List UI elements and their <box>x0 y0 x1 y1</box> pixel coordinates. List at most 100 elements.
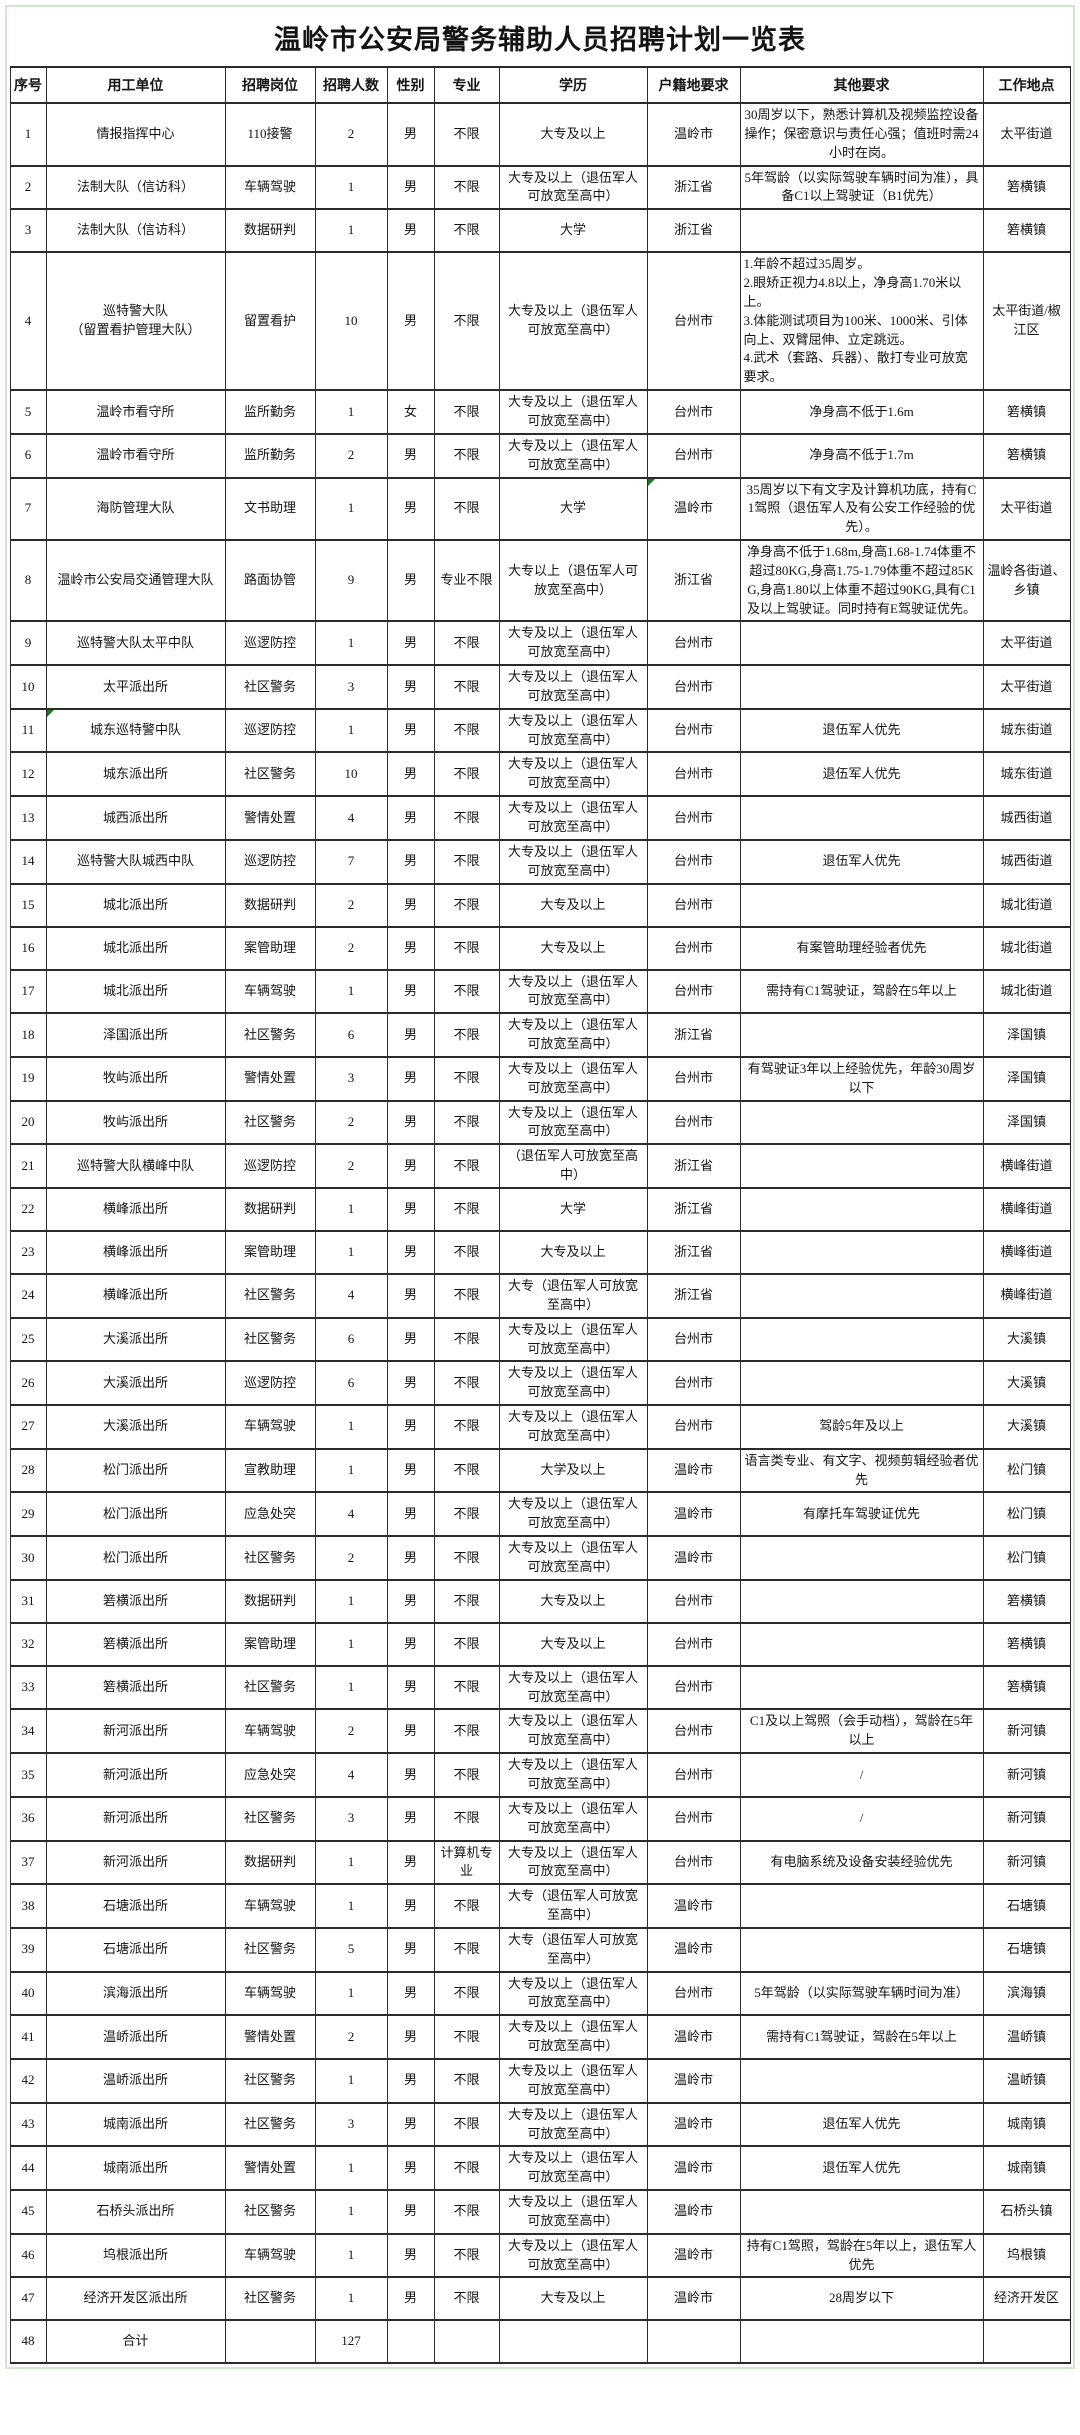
cell-count: 1 <box>314 1970 388 2017</box>
cell-location: 大溪镇 <box>982 1404 1071 1450</box>
cell-unit: 箬横派出所 <box>45 1664 226 1711</box>
cell-gender: 男 <box>386 1447 435 1494</box>
cell-location: 箬横镇 <box>982 432 1071 479</box>
cell-major: 不限 <box>433 1664 500 1711</box>
table-row: 35 新河派出所 应急处突 4 男不限 大专及以上（退伍军人可放宽至高中） 台州市 / 新河镇 <box>9 1752 1071 1798</box>
cell-count: 1 <box>314 1839 388 1886</box>
cell-unit: 巡特警大队横峰中队 <box>45 1143 226 1189</box>
cell-no: 16 <box>9 925 47 971</box>
cell-requirements <box>739 795 984 841</box>
cell-education: 大专及以上（退伍军人可放宽至高中） <box>498 1404 648 1450</box>
cell-gender: 男 <box>386 1272 435 1319</box>
cell-position: 车辆驾驶 <box>224 1970 316 2017</box>
cell-location: 泽国镇 <box>982 1099 1071 1146</box>
cell-requirements: 有电脑系统及设备安装经验优先 <box>739 1839 984 1886</box>
cell-requirements: 净身高不低于1.7m <box>739 432 984 479</box>
cell-education: 大学 <box>498 1186 648 1232</box>
cell-position: 警情处置 <box>224 2145 316 2192</box>
cell-no: 20 <box>9 1099 47 1146</box>
cell-gender: 男 <box>386 2057 435 2104</box>
table-row: 21 巡特警大队横峰中队 巡逻防控 2 男不限 （退伍军人可放宽至高中） 浙江省 横峰街道 <box>9 1143 1071 1189</box>
cell-household: 浙江省 <box>646 1229 741 1275</box>
cell-major: 不限 <box>433 1404 500 1450</box>
cell-requirements: 1.年龄不超过35周岁。 2.眼矫正视力4.8以上，净身高1.70米以上。 3.… <box>739 251 984 392</box>
cell-education: 大专及以上（退伍军人可放宽至高中） <box>498 2189 648 2235</box>
cell-unit: 城东巡特警中队 <box>45 707 226 754</box>
cell-location: 太平街道 <box>982 620 1071 667</box>
cell-requirements <box>739 1012 984 1058</box>
cell-household: 台州市 <box>646 795 741 841</box>
cell-no: 4 <box>9 251 47 392</box>
cell-unit: 箬横派出所 <box>45 1621 226 1667</box>
cell-major: 不限 <box>433 432 500 479</box>
cell-education: 大专及以上 <box>498 1621 648 1667</box>
table-row: 14 巡特警大队城西中队 巡逻防控 7 男不限 大专及以上（退伍军人可放宽至高中） 台州市退… <box>9 838 1071 885</box>
table-row: 2 法制大队（信访科） 车辆驾驶 1 男不限 大专及以上（退伍军人可放宽至高中） 浙江省 5年… <box>9 164 1071 211</box>
cell-requirements: 30周岁以下，熟悉计算机及视频监控设备操作；保密意识与责任心强；值班时需24小时… <box>739 102 984 167</box>
table-row: 46 坞根派出所 车辆驾驶 1 男不限 大专及以上（退伍军人可放宽至高中） 温岭市 持有C1驾… <box>9 2232 1071 2279</box>
cell-gender: 男 <box>386 1926 435 1973</box>
cell-count: 10 <box>314 251 388 392</box>
table-row: 4 巡特警大队 （留置看护管理大队） 留置看护 10 男不限 大专及以上（退伍军人可放宽至… <box>9 251 1071 392</box>
cell-position: 数据研判 <box>224 1186 316 1232</box>
cell-count: 3 <box>314 664 388 710</box>
cell-no: 19 <box>9 1055 47 1102</box>
table-row: 18 泽国派出所 社区警务 6 男不限 大专及以上（退伍军人可放宽至高中） 浙江省 泽国镇 <box>9 1012 1071 1058</box>
cell-no: 27 <box>9 1404 47 1450</box>
cell-requirements <box>739 2319 984 2365</box>
cell-location: 泽国镇 <box>982 1055 1071 1102</box>
cell-requirements <box>739 620 984 667</box>
cell-gender: 男 <box>386 1708 435 1755</box>
cell-count: 1 <box>314 2057 388 2104</box>
cell-count: 5 <box>314 1926 388 1973</box>
cell-education: 大专及以上（退伍军人可放宽至高中） <box>498 664 648 710</box>
cell-position: 巡逻防控 <box>224 1143 316 1189</box>
cell-count: 1 <box>314 2145 388 2192</box>
cell-no: 25 <box>9 1316 47 1363</box>
cell-education: 大专及以上（退伍军人可放宽至高中） <box>498 968 648 1015</box>
cell-count: 2 <box>314 1099 388 1146</box>
cell-education: （退伍军人可放宽至高中） <box>498 1143 648 1189</box>
cell-requirements <box>739 1926 984 1973</box>
table-row: 32 箬横派出所 案管助理 1 男不限 大专及以上 台州市 箬横镇 <box>9 1621 1071 1667</box>
cell-education: 大专及以上（退伍军人可放宽至高中） <box>498 1839 648 1886</box>
table-row: 36 新河派出所 社区警务 3 男不限 大专及以上（退伍军人可放宽至高中） 台州市 / 新河镇 <box>9 1795 1071 1842</box>
cell-education: 大专及以上（退伍军人可放宽至高中） <box>498 1535 648 1581</box>
table-row: 29 松门派出所 应急处突 4 男不限 大专及以上（退伍军人可放宽至高中） 温岭市 有摩托车驾… <box>9 1491 1071 1538</box>
cell-education: 大专及以上 <box>498 925 648 971</box>
cell-count: 4 <box>314 1272 388 1319</box>
cell-no: 10 <box>9 664 47 710</box>
cell-major: 不限 <box>433 795 500 841</box>
cell-requirements <box>739 1360 984 1407</box>
cell-position: 监所勤务 <box>224 389 316 435</box>
cell-gender: 男 <box>386 539 435 623</box>
cell-position: 文书助理 <box>224 476 316 542</box>
table-row: 17 城北派出所 车辆驾驶 1 男不限 大专及以上（退伍军人可放宽至高中） 台州市 需持有C1… <box>9 968 1071 1015</box>
cell-location: 石塘镇 <box>982 1883 1071 1929</box>
cell-no: 23 <box>9 1229 47 1275</box>
cell-major: 不限 <box>433 1926 500 1973</box>
cell-household: 浙江省 <box>646 1143 741 1189</box>
cell-no: 5 <box>9 389 47 435</box>
cell-education: 大专及以上（退伍军人可放宽至高中） <box>498 1360 648 1407</box>
cell-count: 4 <box>314 795 388 841</box>
cell-count: 1 <box>314 2276 388 2322</box>
cell-position: 社区警务 <box>224 2189 316 2235</box>
cell-requirements <box>739 1578 984 1624</box>
cell-household: 台州市 <box>646 251 741 392</box>
cell-household: 台州市 <box>646 1055 741 1102</box>
cell-position: 社区警务 <box>224 1926 316 1973</box>
cell-no: 15 <box>9 882 47 928</box>
cell-no: 13 <box>9 795 47 841</box>
cell-education: 大专及以上（退伍军人可放宽至高中） <box>498 2145 648 2192</box>
sheet-frame: 温岭市公安局警务辅助人员招聘计划一览表 序号 用工单位 招聘岗位 招聘人数 性别 专业 学历… <box>5 5 1075 2370</box>
cell-household: 温岭市 <box>646 1883 741 1929</box>
cell-education: 大专及以上（退伍军人可放宽至高中） <box>498 2014 648 2060</box>
cell-gender: 男 <box>386 664 435 710</box>
cell-location: 松门镇 <box>982 1491 1071 1538</box>
cell-unit: 新河派出所 <box>45 1839 226 1886</box>
cell-count: 6 <box>314 1360 388 1407</box>
cell-count: 2 <box>314 1143 388 1189</box>
cell-count: 3 <box>314 1055 388 1102</box>
table-row: 39 石塘派出所 社区警务 5 男不限 大专（退伍军人可放宽至高中） 温岭市 石塘镇 <box>9 1926 1071 1973</box>
